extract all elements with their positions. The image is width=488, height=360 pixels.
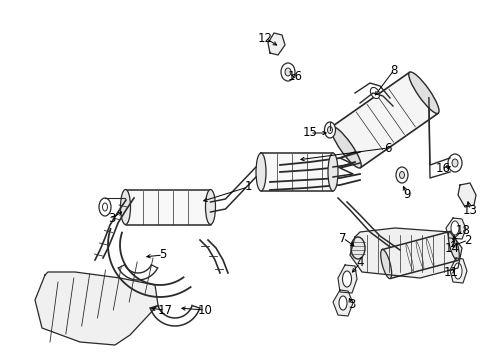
Text: 16: 16 [287,69,302,82]
Ellipse shape [450,221,458,235]
Text: 12: 12 [257,31,272,45]
Ellipse shape [408,72,438,113]
Text: 11: 11 [443,266,458,279]
Polygon shape [449,258,466,283]
Text: 18: 18 [455,224,469,237]
Polygon shape [382,231,457,279]
Text: 5: 5 [159,248,166,261]
Text: 14: 14 [444,242,459,255]
Polygon shape [337,265,356,293]
Ellipse shape [281,63,294,81]
Ellipse shape [447,231,458,261]
Text: 9: 9 [403,189,410,202]
Polygon shape [261,153,332,191]
Ellipse shape [327,153,337,191]
Ellipse shape [205,189,215,225]
Ellipse shape [338,296,346,310]
Text: 1: 1 [244,180,251,194]
Text: 3: 3 [108,211,116,225]
Text: 2: 2 [463,234,471,247]
Ellipse shape [285,68,290,76]
Text: 13: 13 [462,203,476,216]
Text: 4: 4 [356,256,363,270]
Ellipse shape [327,126,332,134]
Text: 16: 16 [435,162,449,175]
Polygon shape [35,272,158,345]
Ellipse shape [256,153,265,191]
Ellipse shape [447,154,461,172]
Ellipse shape [395,167,407,183]
Ellipse shape [380,249,391,279]
Text: 15: 15 [302,126,317,139]
Text: 3: 3 [347,298,355,311]
Ellipse shape [330,126,361,168]
Ellipse shape [369,87,379,99]
Polygon shape [457,183,475,207]
Text: 10: 10 [197,303,212,316]
Ellipse shape [342,271,351,287]
Ellipse shape [399,171,404,179]
Polygon shape [332,290,352,316]
Ellipse shape [324,122,335,138]
Polygon shape [445,218,465,239]
Polygon shape [267,33,285,55]
Ellipse shape [350,237,364,259]
Text: 8: 8 [389,63,397,77]
Text: 7: 7 [339,231,346,244]
Ellipse shape [120,189,130,225]
Polygon shape [349,228,461,278]
Ellipse shape [453,263,461,279]
Text: 6: 6 [384,141,391,154]
Ellipse shape [451,159,457,167]
Text: 17: 17 [157,303,172,316]
Polygon shape [331,72,437,168]
Polygon shape [125,189,210,225]
